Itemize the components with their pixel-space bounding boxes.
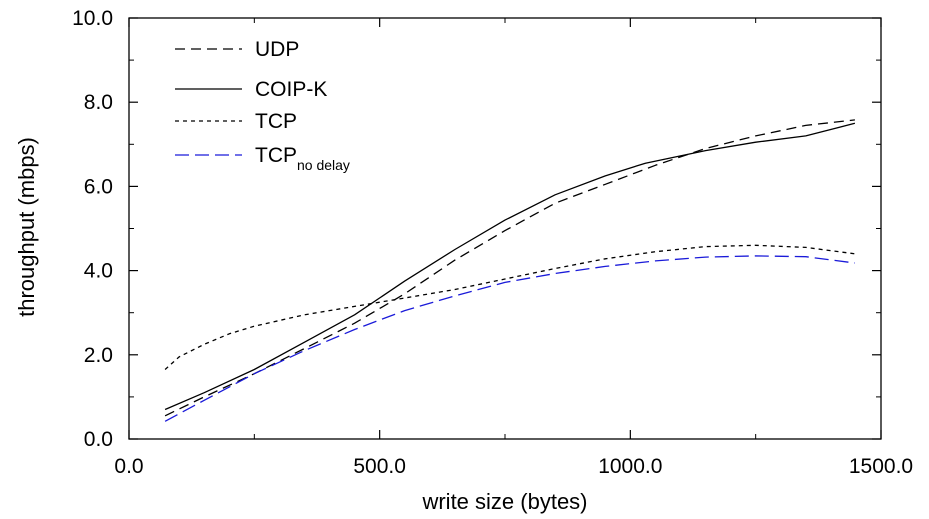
legend-label: TCPno delay [255,144,350,173]
x-tick-label: 1000.0 [598,455,662,478]
legend-label-text: TCP [255,144,297,167]
legend-label: COIP-K [255,78,327,101]
series-line-coip-k [164,122,856,411]
series-line-tcp-no-delay [164,255,855,422]
legend-label-text: TCP [255,110,297,133]
legend-label: UDP [255,38,299,61]
legend-label-subscript: no delay [297,157,350,173]
series-lines [164,119,856,422]
axis-ticks: 0.0 500.0 1000.0 1500.0 0.0 2.0 4.0 6.0 8.0 10.0 [72,7,913,478]
y-tick-label: 2.0 [84,344,113,367]
y-axis-label: throughput (mbps) [14,137,39,317]
legend-label-text: UDP [255,38,299,61]
x-tick-label: 0.0 [114,455,143,478]
series-line-udp [164,119,855,417]
y-tick-label: 0.0 [84,428,113,451]
y-tick-label: 4.0 [84,260,113,283]
x-tick-label: 500.0 [353,455,406,478]
legend-label: TCP [255,110,297,133]
x-axis-label: write size (bytes) [421,489,587,514]
series-line-tcp [164,244,855,370]
legend-label-text: COIP-K [255,78,327,101]
y-tick-label: 8.0 [84,91,113,114]
x-tick-label: 1500.0 [849,455,913,478]
y-tick-label: 6.0 [84,175,113,198]
y-tick-label: 10.0 [72,7,113,30]
